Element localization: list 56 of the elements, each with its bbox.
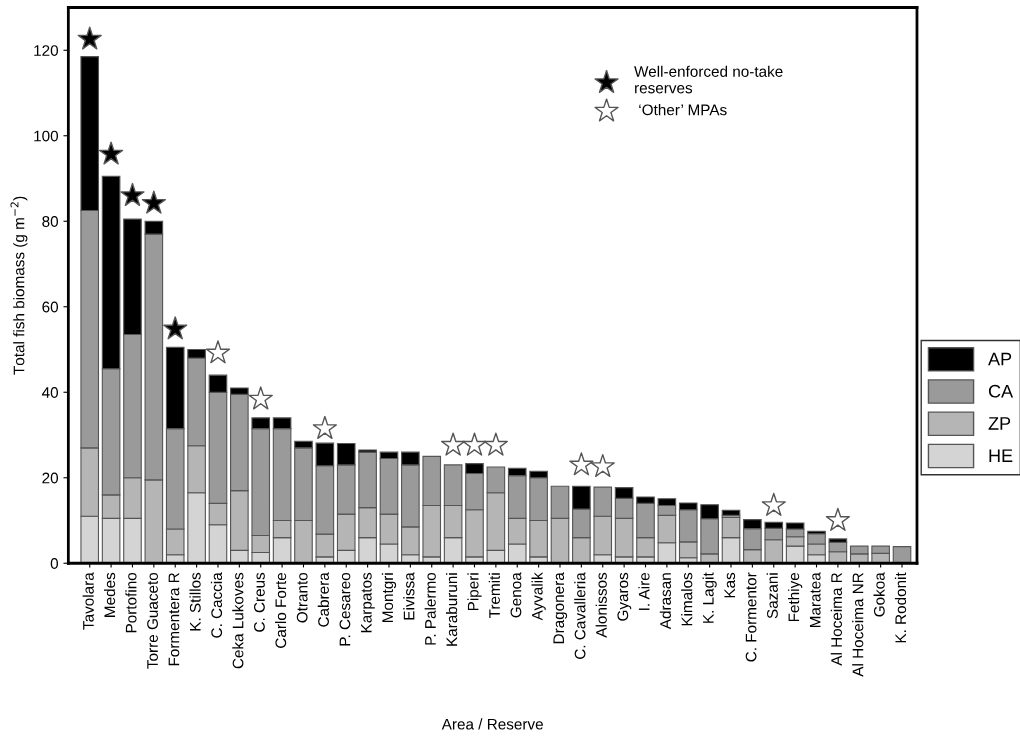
y-tick-label: 100	[34, 130, 59, 142]
legend-label: ZP	[988, 417, 1011, 430]
x-tick-label: I. Aire	[638, 572, 650, 610]
x-tick-label: Genoa	[510, 572, 522, 618]
y-tick-label: 20	[42, 472, 59, 484]
x-tick-label: Maratea	[809, 572, 821, 628]
legend-label: CA	[988, 384, 1014, 398]
bar	[721, 509, 741, 516]
x-tick-label: Otranto	[296, 572, 308, 623]
bar	[892, 546, 912, 564]
x-tick-label: C. Cavalleria	[574, 572, 586, 659]
x-tick-label: Carlo Forte	[274, 572, 287, 648]
legend-label: Well-enforced no-take reserves	[634, 65, 783, 94]
x-tick-label: Eivissa	[403, 572, 415, 620]
x-tick-label: C. Formentor	[745, 572, 757, 662]
x-tick-label: Formentera R	[168, 572, 180, 666]
x-tick-label: Gyaros	[617, 572, 632, 621]
x-tick-label: Fethiye	[788, 572, 803, 622]
x-tick-label: Tavolara	[82, 572, 94, 630]
x-axis-title: Area / Reserve	[441, 718, 543, 730]
legend-label: AP	[988, 352, 1012, 366]
y-tick-label: 40	[41, 387, 59, 398]
x-tick-label: Dragonera	[553, 572, 568, 644]
x-tick-label: Ceka Lukoves	[232, 572, 244, 669]
x-tick-label: C. Creus	[254, 572, 265, 632]
y-tick-label: 0	[50, 558, 59, 569]
legend-label: HE	[989, 449, 1013, 462]
x-tick-label: Cabrera	[317, 572, 329, 627]
y-tick-label: 120	[34, 45, 59, 56]
legend-label: ‘Other’ MPAs	[639, 104, 727, 116]
x-tick-label: Adrasan	[659, 573, 671, 630]
x-tick-label: K. Stillos	[189, 572, 201, 631]
x-tick-label: P. Cesareo	[339, 572, 351, 646]
x-tick-label: Karaburuni	[445, 573, 458, 646]
x-tick-label: Al Hoceima R	[830, 572, 842, 666]
x-tick-label: Montgri	[381, 573, 397, 622]
x-tick-label: Kas	[724, 572, 736, 598]
x-tick-label: Sazani	[766, 573, 778, 619]
x-tick-label: Gokoa	[873, 572, 885, 617]
y-tick-label: 60	[42, 301, 59, 313]
x-tick-label: C. Caccia	[210, 572, 223, 638]
x-tick-label: Torre Guaceto	[147, 572, 158, 669]
x-tick-label: Medes	[103, 572, 116, 617]
x-tick-label: Karpatos	[361, 572, 375, 633]
x-tick-label: Alonissos	[595, 572, 607, 638]
x-tick-label: Portofino	[125, 572, 137, 633]
x-tick-label: K. Rodonit	[894, 572, 907, 643]
x-tick-label: Piperi	[467, 573, 482, 611]
y-tick-label: 80	[42, 216, 59, 227]
x-tick-label: Tremiti	[488, 573, 500, 619]
x-tick-label: Al Hoceima NR	[852, 572, 864, 677]
x-tick-label: Ayvalik	[531, 572, 546, 621]
y-axis-title: Total fish biomass (g m$^{−2}$)	[10, 196, 28, 375]
x-tick-label: K. Lagit	[702, 572, 717, 623]
x-tick-label: Kimalos	[681, 572, 693, 626]
x-tick-label: P. Palermo	[424, 572, 436, 645]
